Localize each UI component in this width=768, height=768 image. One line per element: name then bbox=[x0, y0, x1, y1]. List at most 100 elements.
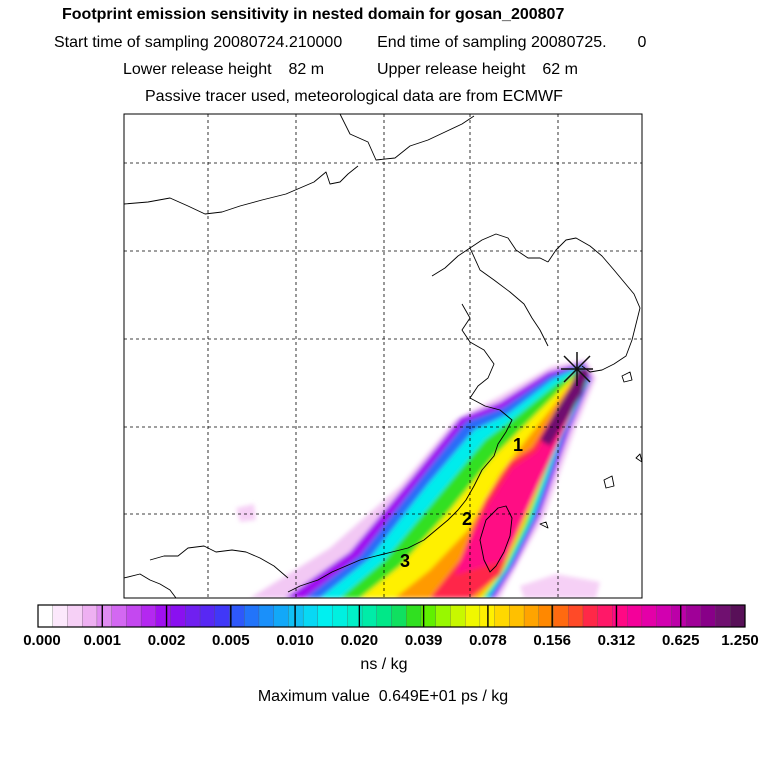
colorbar-swatch bbox=[317, 604, 334, 628]
colorbar-swatch bbox=[612, 604, 628, 628]
colorbar-tick-label: 0.312 bbox=[598, 632, 636, 649]
colorbar-swatch bbox=[185, 604, 201, 628]
colorbar-unit: ns / kg bbox=[360, 656, 408, 673]
maximum-value: Maximum value 0.649E+01 ps / kg bbox=[0, 688, 768, 706]
colorbar: 0.000 0.001 0.002 0.005 0.010 0.020 0.039 0.078… bbox=[23, 604, 759, 649]
colorbar-tick-labels: 0.000 0.001 0.002 0.005 0.010 0.020 0.039 0.078… bbox=[23, 632, 759, 649]
colorbar-swatch bbox=[67, 604, 83, 628]
colorbar-swatch bbox=[199, 604, 216, 628]
coastline-korea bbox=[547, 237, 641, 373]
marker-2: 2 bbox=[462, 509, 472, 529]
coastline-japan-islands bbox=[539, 371, 642, 529]
colorbar-swatch bbox=[82, 604, 98, 628]
colorbar-tick-label: 0.078 bbox=[469, 632, 507, 649]
plume-band-orange bbox=[395, 372, 583, 598]
colorbar-swatch bbox=[361, 604, 378, 628]
colorbar-tick-label: 0.002 bbox=[148, 632, 186, 649]
colorbar-swatch bbox=[347, 604, 363, 628]
colorbar-swatch bbox=[627, 604, 643, 628]
sampling-times: Start time of sampling 20080724.210000 E… bbox=[54, 34, 646, 52]
colorbar-swatch bbox=[553, 604, 569, 628]
colorbar-swatches bbox=[37, 604, 746, 628]
colorbar-swatch bbox=[111, 604, 127, 628]
colorbar-swatch bbox=[730, 604, 746, 628]
coastline-east-china bbox=[287, 397, 513, 593]
end-time-label: End time of sampling bbox=[377, 34, 527, 51]
colorbar-swatch bbox=[302, 604, 319, 628]
upper-release-value: 62 m bbox=[542, 61, 578, 78]
lower-release-label: Lower release height bbox=[123, 61, 272, 78]
plume-patch-fringe-2 bbox=[236, 504, 256, 522]
colorbar-swatch bbox=[641, 604, 658, 628]
colorbar-swatch bbox=[52, 604, 69, 628]
border-north-china bbox=[431, 233, 549, 347]
colorbar-swatch bbox=[494, 604, 510, 628]
colorbar-swatch bbox=[258, 604, 275, 628]
colorbar-tick-label: 0.005 bbox=[212, 632, 250, 649]
colorbar-swatch bbox=[568, 604, 584, 628]
colorbar-swatch bbox=[214, 604, 231, 628]
colorbar-tick-label: 0.039 bbox=[405, 632, 443, 649]
end-time-value: 20080725. bbox=[530, 34, 607, 51]
colorbar-swatch bbox=[244, 604, 260, 628]
colorbar-frame bbox=[37, 604, 746, 628]
colorbar-swatch bbox=[671, 604, 687, 628]
coastline-taiwan bbox=[479, 505, 513, 573]
plume-band-dark bbox=[540, 368, 590, 446]
colorbar-tick-label: 1.250 bbox=[721, 632, 759, 649]
colorbar-major-dividers bbox=[101, 605, 682, 627]
coastlines bbox=[124, 114, 642, 598]
coastline-northern-china bbox=[124, 114, 475, 215]
marker-1: 1 bbox=[513, 435, 523, 455]
plume-band-magenta bbox=[455, 376, 581, 575]
sensitivity-plume bbox=[236, 360, 600, 598]
colorbar-swatch bbox=[155, 604, 172, 628]
upper-release-label: Upper release height bbox=[376, 61, 526, 78]
colorbar-swatch bbox=[126, 604, 142, 628]
start-time-label: Start time of sampling bbox=[54, 34, 209, 51]
coastline-bohai bbox=[461, 303, 495, 399]
colorbar-swatch bbox=[582, 604, 599, 628]
receptor-star-icon bbox=[561, 352, 593, 386]
colorbar-swatch bbox=[332, 604, 348, 628]
colorbar-swatch bbox=[464, 604, 481, 628]
colorbar-tick-label: 0.156 bbox=[533, 632, 571, 649]
end-time-suffix: 0 bbox=[637, 34, 647, 51]
tracer-note: Passive tracer used, meteorological data… bbox=[145, 88, 563, 105]
colorbar-tick-label: 0.625 bbox=[662, 632, 700, 649]
colorbar-swatch bbox=[37, 604, 54, 628]
colorbar-swatch bbox=[450, 604, 466, 628]
map-frame bbox=[123, 113, 643, 599]
colorbar-swatch bbox=[656, 604, 672, 628]
colorbar-swatch bbox=[376, 604, 393, 628]
coastline-south-china bbox=[149, 545, 289, 579]
colorbar-swatch bbox=[685, 604, 702, 628]
coastline-indochina bbox=[124, 573, 177, 598]
colorbar-swatch bbox=[391, 604, 407, 628]
start-time-value: 20080724.210000 bbox=[213, 34, 343, 51]
colorbar-swatch bbox=[406, 604, 422, 628]
colorbar-swatch bbox=[170, 604, 186, 628]
colorbar-swatch bbox=[435, 604, 451, 628]
colorbar-tick-label: 0.000 bbox=[23, 632, 61, 649]
colorbar-swatch bbox=[288, 604, 304, 628]
colorbar-swatch bbox=[96, 604, 113, 628]
plot-title: Footprint emission sensitivity in nested… bbox=[62, 6, 565, 23]
map-grid bbox=[124, 114, 642, 598]
colorbar-tick-label: 0.001 bbox=[83, 632, 121, 649]
colorbar-swatch bbox=[715, 604, 731, 628]
maximum-value-number: 0.649E+01 ps / kg bbox=[378, 688, 509, 705]
colorbar-swatch bbox=[509, 604, 525, 628]
colorbar-swatch bbox=[140, 604, 157, 628]
plume-patch-fringe bbox=[520, 574, 600, 598]
colorbar-swatch bbox=[273, 604, 289, 628]
maximum-value-label: Maximum value bbox=[257, 688, 370, 705]
colorbar-swatch bbox=[229, 604, 245, 628]
release-heights: Lower release height 82 m Upper release … bbox=[123, 61, 578, 79]
colorbar-tick-label: 0.020 bbox=[341, 632, 379, 649]
colorbar-swatch bbox=[700, 604, 717, 628]
colorbar-swatch bbox=[523, 604, 540, 628]
marker-3: 3 bbox=[400, 551, 410, 571]
colorbar-tick-label: 0.010 bbox=[276, 632, 314, 649]
